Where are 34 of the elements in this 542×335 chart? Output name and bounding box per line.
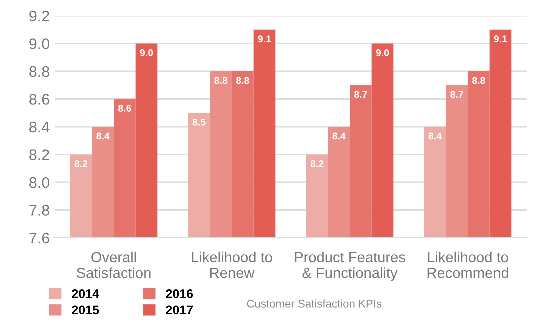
data-label: 8.7 (450, 91, 464, 98)
text: 7.8 (30, 205, 50, 216)
legend-label: 2015 (72, 306, 100, 315)
data-label: 8.2 (310, 160, 324, 168)
data-label: 8.7 (354, 91, 368, 98)
x-tick-label: Product Features & Functionality (295, 252, 406, 282)
data-label: 8.4 (96, 132, 110, 140)
legend-label: 2014 (72, 290, 100, 298)
text: 9.0 (30, 38, 50, 50)
text: Customer Satisfaction KPIs (247, 300, 382, 308)
data-label: 8.5 (192, 118, 206, 126)
legend-label: 2016 (166, 290, 194, 298)
text: 7.6 (30, 232, 50, 244)
data-label: 9.0 (140, 50, 154, 56)
text: 8.0 (30, 177, 50, 188)
data-label: 8.8 (214, 77, 228, 84)
text: 9.2 (30, 10, 50, 22)
text: 8.8 (30, 66, 50, 78)
x-tick-label: Likelihood to Renew (192, 252, 272, 278)
data-label: 8.8 (236, 77, 250, 84)
legend-label: 2017 (166, 306, 194, 315)
text: 8.2 (30, 150, 50, 160)
data-label: 8.2 (74, 160, 88, 168)
x-tick-label: Overall Satisfaction (76, 252, 151, 278)
data-label: 8.4 (428, 132, 442, 140)
data-label: 9.1 (258, 36, 272, 43)
data-label: 9.0 (376, 50, 390, 56)
text: 8.4 (30, 122, 50, 133)
data-label: 8.8 (472, 77, 486, 84)
data-label: 8.4 (332, 132, 346, 140)
data-label: 9.1 (494, 36, 508, 43)
text: 8.6 (30, 94, 50, 105)
data-label: 8.6 (118, 105, 132, 112)
x-tick-label: Likelihood to Recommend (428, 252, 508, 278)
